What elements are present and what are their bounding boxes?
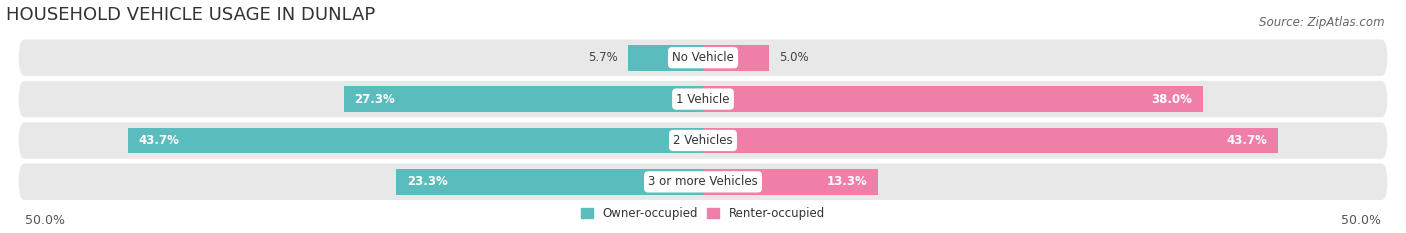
Text: 5.7%: 5.7% [588, 51, 617, 64]
Text: 2 Vehicles: 2 Vehicles [673, 134, 733, 147]
Text: 5.0%: 5.0% [779, 51, 808, 64]
Bar [703, 86, 1204, 112]
Bar [128, 128, 703, 153]
Text: 13.3%: 13.3% [827, 175, 868, 188]
Text: 43.7%: 43.7% [138, 134, 180, 147]
FancyBboxPatch shape [18, 39, 1388, 76]
Text: 3 or more Vehicles: 3 or more Vehicles [648, 175, 758, 188]
Text: 43.7%: 43.7% [1226, 134, 1268, 147]
Bar [703, 45, 769, 71]
FancyBboxPatch shape [18, 164, 1388, 200]
FancyBboxPatch shape [18, 81, 1388, 117]
Text: HOUSEHOLD VEHICLE USAGE IN DUNLAP: HOUSEHOLD VEHICLE USAGE IN DUNLAP [6, 6, 375, 24]
Bar [343, 86, 703, 112]
Text: No Vehicle: No Vehicle [672, 51, 734, 64]
Bar [703, 128, 1278, 153]
Text: 23.3%: 23.3% [406, 175, 447, 188]
Text: 27.3%: 27.3% [354, 93, 395, 106]
FancyBboxPatch shape [18, 122, 1388, 159]
Legend: Owner-occupied, Renter-occupied: Owner-occupied, Renter-occupied [581, 207, 825, 220]
Bar [396, 169, 703, 195]
Bar [703, 169, 877, 195]
Bar [628, 45, 703, 71]
Text: Source: ZipAtlas.com: Source: ZipAtlas.com [1260, 16, 1385, 29]
Text: 38.0%: 38.0% [1152, 93, 1192, 106]
Text: 1 Vehicle: 1 Vehicle [676, 93, 730, 106]
